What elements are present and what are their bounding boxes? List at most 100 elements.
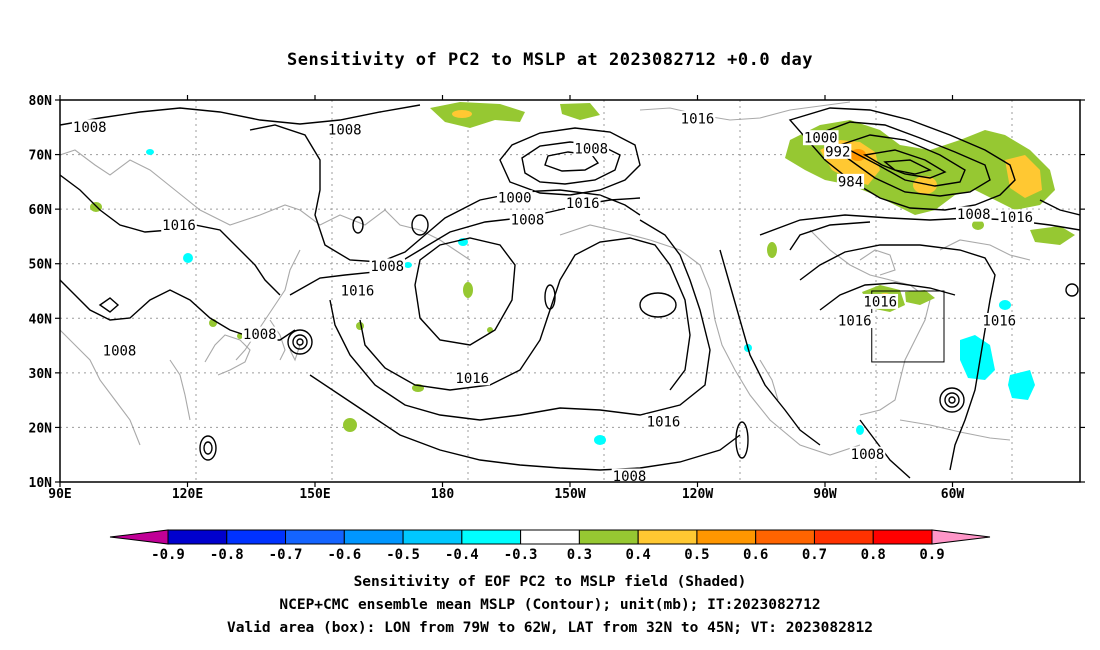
positive-region-canada-east xyxy=(905,290,935,305)
lat-label: 10N xyxy=(29,476,53,491)
lon-label: 150E xyxy=(299,487,330,502)
negative-region-pacific-east xyxy=(594,435,606,445)
contour-label: 1016 xyxy=(999,210,1033,226)
contour-label: 1008 xyxy=(103,344,137,360)
colorbar-label: 0.6 xyxy=(743,547,768,563)
lat-label: 70N xyxy=(29,149,53,164)
positive-region-mexico xyxy=(767,242,777,258)
contour-label: 1016 xyxy=(863,294,897,310)
contour-label: 1000 xyxy=(498,191,532,207)
colorbar-swatch xyxy=(226,529,287,545)
lon-label: 120E xyxy=(172,487,203,502)
contour-label: 1016 xyxy=(982,314,1016,330)
colorbar-label: 0.3 xyxy=(567,547,592,563)
colorbar-swatch xyxy=(402,529,463,545)
colorbar-swatch xyxy=(637,529,698,545)
lat-lon-grid xyxy=(60,100,1080,482)
positive-region-north-pacific-east xyxy=(560,103,600,120)
contour-label: 1016 xyxy=(566,196,600,212)
caption-shading: Sensitivity of EOF PC2 to MSLP field (Sh… xyxy=(353,574,747,590)
colorbar-label: -0.4 xyxy=(445,547,479,563)
positive-core-north-atlantic-east xyxy=(1005,155,1042,198)
sensitivity-shading xyxy=(90,102,1075,445)
colorbar-label: 0.9 xyxy=(919,547,944,563)
lat-label: 30N xyxy=(29,367,53,382)
contour-label: 1008 xyxy=(851,447,885,463)
contour-label: 1008 xyxy=(613,469,647,485)
contour-label: 1016 xyxy=(681,112,715,128)
negative-region-arctic xyxy=(146,149,154,155)
colorbar-label: -0.5 xyxy=(386,547,420,563)
contour-label: 992 xyxy=(825,144,850,160)
lon-label: 60W xyxy=(941,487,965,502)
colorbar-label: 0.4 xyxy=(626,547,651,563)
caption-valid-area: Valid area (box): LON from 79W to 62W, L… xyxy=(226,620,873,636)
coastlines xyxy=(60,101,1031,456)
colorbar-swatch xyxy=(872,529,933,545)
colorbar-swatch xyxy=(696,529,757,545)
contour-label: 984 xyxy=(838,174,863,190)
positive-core-north-pacific xyxy=(452,110,472,118)
colorbar-swatch xyxy=(813,529,874,545)
contour-label: 1016 xyxy=(455,371,489,387)
colorbar-label: -0.6 xyxy=(327,547,361,563)
colorbar-swatch xyxy=(461,529,522,545)
contour-label: 1008 xyxy=(73,120,107,136)
contour-label: 1016 xyxy=(162,218,196,234)
latitude-axis: 80N 70N 60N 50N 40N 30N 20N 10N xyxy=(29,94,1085,491)
colorbar-swatch xyxy=(520,529,580,545)
colorbar-swatch xyxy=(343,529,404,545)
lon-label: 150W xyxy=(554,487,585,502)
contour-label: 1008 xyxy=(574,142,608,158)
colorbar-swatch xyxy=(755,529,815,545)
chart-title: Sensitivity of PC2 to MSLP at 2023082712… xyxy=(286,50,813,70)
longitude-axis: 90E 120E 150E 180 150W 120W 90W 60W xyxy=(48,95,964,502)
lat-label: 80N xyxy=(29,94,53,109)
lat-label: 20N xyxy=(29,421,53,436)
colorbar-label: -0.9 xyxy=(151,547,185,563)
colorbar-label: 0.7 xyxy=(802,547,827,563)
negative-region-asia xyxy=(183,253,193,263)
colorbar-label: 0.8 xyxy=(861,547,886,563)
positive-region-atlantic-east xyxy=(1030,226,1075,245)
contour-label: 1008 xyxy=(243,327,277,343)
colorbar-swatch xyxy=(167,529,228,545)
negative-region-atlantic-west xyxy=(960,335,995,380)
contour-label: 1008 xyxy=(511,213,545,229)
contour-label: 1008 xyxy=(370,259,404,275)
colorbar-high-extend xyxy=(931,529,991,545)
colorbar: -0.9 -0.8 -0.7 -0.6 -0.5 -0.4 -0.3 0.3 0.4 0.5 0.6… xyxy=(109,529,991,563)
positive-core-atlantic-mid xyxy=(913,176,937,194)
lon-label: 90E xyxy=(48,487,71,502)
lon-label: 180 xyxy=(431,487,455,502)
mslp-contours xyxy=(60,104,1080,479)
contour-label: 1016 xyxy=(647,414,681,430)
colorbar-label: -0.3 xyxy=(504,547,538,563)
positive-region-north-pacific xyxy=(430,102,525,128)
lon-label: 120W xyxy=(682,487,713,502)
colorbar-swatch xyxy=(285,529,345,545)
negative-region-caribbean xyxy=(856,425,864,435)
contour-label: 1008 xyxy=(328,123,362,139)
colorbar-label: 0.5 xyxy=(684,547,709,563)
contour-label: 1016 xyxy=(341,284,375,300)
lat-label: 50N xyxy=(29,258,53,273)
colorbar-label: -0.7 xyxy=(269,547,303,563)
contour-label: 1008 xyxy=(957,207,991,223)
colorbar-low-extend xyxy=(109,529,169,545)
lon-label: 90W xyxy=(813,487,837,502)
positive-region-pacific-2 xyxy=(343,418,357,432)
colorbar-label: -0.8 xyxy=(210,547,244,563)
contour-label: 1000 xyxy=(804,131,838,147)
negative-region-atlantic-east xyxy=(1008,370,1035,400)
lat-label: 40N xyxy=(29,312,53,327)
contour-labels: 1008 100810161008100099298410001008101610… xyxy=(71,111,1035,485)
negative-region-pacific-west xyxy=(404,262,412,268)
positive-region-pacific-1 xyxy=(463,282,473,298)
colorbar-swatch xyxy=(578,529,639,545)
contour-label: 1016 xyxy=(838,314,872,330)
caption-contour: NCEP+CMC ensemble mean MSLP (Contour); u… xyxy=(279,597,821,613)
positive-region-gulf xyxy=(972,220,984,230)
negative-region-atlantic-mid xyxy=(999,300,1011,310)
